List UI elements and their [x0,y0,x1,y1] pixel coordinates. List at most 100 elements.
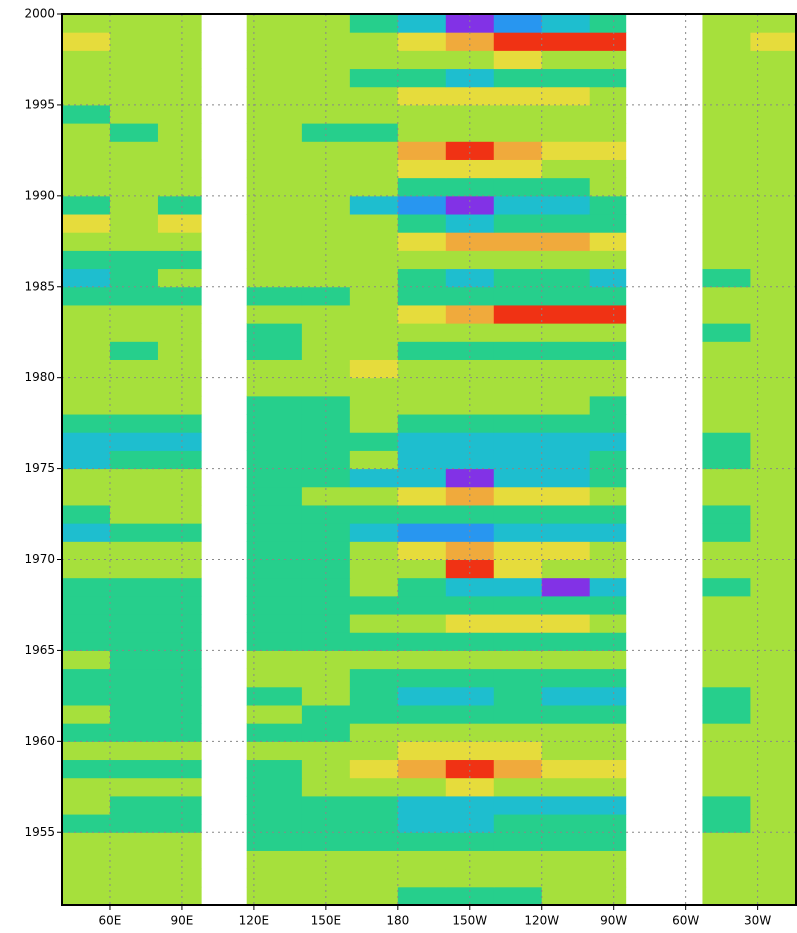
cell [246,668,303,688]
cell [750,814,797,833]
cell [301,814,351,833]
y-tick-label: 1975 [24,461,55,475]
cell [397,850,447,870]
cell [750,868,797,888]
cell [397,668,447,688]
cell [750,686,797,706]
cell [445,632,495,651]
cell [349,868,399,888]
cell [246,614,303,633]
cell [702,32,751,51]
cell [445,50,495,70]
cell [445,577,495,597]
y-tick-label: 1965 [24,643,55,657]
cell [246,214,303,233]
cell [109,486,159,506]
cell [541,232,591,251]
cell [702,414,751,433]
cell [62,814,111,833]
cell [702,886,751,906]
cell [589,450,627,470]
cell [702,504,751,524]
cell [62,159,111,179]
cell [750,832,797,851]
cell [109,414,159,433]
cell [750,268,797,288]
cell [301,614,351,633]
cell [246,486,303,506]
cell [109,14,159,33]
cell [246,159,303,179]
cell [397,523,447,542]
cell [349,414,399,433]
cell [589,414,627,433]
cell [301,268,351,288]
cell [493,614,543,633]
cell [445,668,495,688]
cell [445,32,495,51]
cell [397,504,447,524]
cell [157,268,202,288]
cell [493,759,543,779]
cell [157,123,202,142]
cell [493,32,543,51]
cell [445,704,495,724]
cell [157,595,202,615]
cell [62,468,111,488]
cell [246,595,303,615]
cell [445,741,495,761]
cell [750,886,797,906]
cell [397,468,447,488]
cell [157,868,202,888]
cell [349,377,399,397]
cell [246,723,303,742]
cell [702,359,751,379]
cell [157,759,202,779]
cell [62,50,111,70]
cell [397,177,447,197]
cell [349,395,399,415]
cell [589,250,627,270]
cell [157,668,202,688]
cell [157,32,202,51]
cell [493,14,543,33]
cell [541,868,591,888]
cell [541,432,591,451]
cell [493,50,543,70]
cell [157,850,202,870]
cell [493,486,543,506]
cell [349,486,399,506]
cell [62,432,111,451]
cell [541,123,591,142]
cell [702,614,751,633]
x-tick-label: 150W [452,914,487,928]
cell [493,123,543,142]
cell [445,104,495,124]
cell [246,795,303,815]
cell [397,141,447,160]
cell [157,795,202,815]
cell [702,341,751,360]
cell [397,814,447,833]
cell [750,50,797,70]
cell [750,232,797,251]
cell [702,250,751,270]
cell [541,286,591,306]
cell [702,14,751,33]
cell [62,268,111,288]
cell [541,377,591,397]
cell [589,777,627,797]
cell [397,250,447,270]
cell [349,195,399,215]
cell [541,104,591,124]
cell [157,832,202,851]
cell [349,723,399,742]
cell [397,195,447,215]
cell [541,577,591,597]
cell [541,814,591,833]
cell [493,304,543,324]
cell [445,232,495,251]
cell [589,104,627,124]
cell [702,141,751,160]
cell [750,650,797,670]
